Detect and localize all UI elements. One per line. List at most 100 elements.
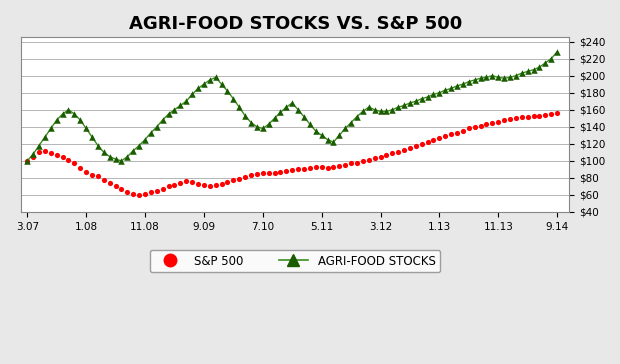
Point [58, 155, 68, 161]
Point [234, 176, 244, 182]
Point [411, 98, 421, 104]
Point [411, 143, 421, 149]
Point [157, 186, 167, 192]
Point [51, 117, 61, 123]
Point [199, 182, 209, 188]
Point [134, 143, 144, 149]
Point [417, 141, 427, 147]
Point [281, 104, 291, 110]
Point [234, 104, 244, 110]
Point [329, 164, 339, 170]
Point [164, 111, 174, 117]
Point [275, 169, 285, 175]
Point [63, 157, 73, 163]
Point [169, 107, 179, 113]
Point [152, 124, 162, 130]
Point [87, 134, 97, 140]
Point [51, 152, 61, 158]
Point [275, 110, 285, 115]
Point [546, 111, 556, 117]
Title: AGRI-FOOD STOCKS VS. S&P 500: AGRI-FOOD STOCKS VS. S&P 500 [128, 15, 462, 33]
Point [223, 179, 232, 185]
Point [164, 183, 174, 189]
Point [381, 152, 391, 158]
Point [34, 143, 44, 149]
Point [370, 107, 379, 113]
Point [511, 73, 521, 79]
Point [29, 151, 38, 157]
Point [534, 64, 544, 70]
Point [193, 86, 203, 91]
Point [317, 132, 327, 138]
Point [305, 165, 315, 171]
Point [258, 126, 268, 131]
Point [505, 75, 515, 80]
Point [358, 108, 368, 114]
Point [22, 158, 32, 164]
Point [376, 108, 386, 114]
Point [240, 174, 250, 180]
Point [534, 113, 544, 119]
Point [340, 162, 350, 168]
Point [487, 120, 497, 126]
Point [110, 156, 120, 162]
Point [240, 113, 250, 119]
Point [246, 173, 256, 178]
Point [110, 183, 120, 189]
Point [93, 173, 103, 179]
Point [293, 107, 303, 113]
Legend: S&P 500, AGRI-FOOD STOCKS: S&P 500, AGRI-FOOD STOCKS [150, 250, 440, 273]
Point [270, 170, 280, 176]
Point [211, 75, 221, 80]
Point [128, 148, 138, 154]
Point [22, 158, 32, 164]
Point [494, 119, 503, 124]
Point [140, 191, 150, 197]
Point [470, 77, 480, 83]
Point [140, 136, 150, 142]
Point [393, 104, 403, 110]
Point [258, 170, 268, 176]
Point [423, 139, 433, 145]
Point [264, 170, 273, 176]
Point [311, 164, 321, 170]
Point [181, 98, 191, 104]
Point [58, 111, 68, 117]
Point [105, 154, 115, 159]
Point [388, 107, 397, 113]
Point [223, 88, 232, 94]
Point [499, 75, 509, 81]
Point [293, 166, 303, 172]
Point [423, 94, 433, 100]
Point [211, 182, 221, 188]
Point [205, 77, 215, 83]
Point [246, 120, 256, 126]
Point [181, 178, 191, 184]
Point [476, 75, 485, 81]
Point [117, 186, 126, 192]
Point [529, 67, 539, 73]
Point [322, 136, 332, 142]
Point [29, 154, 38, 159]
Point [117, 158, 126, 164]
Point [435, 135, 445, 141]
Point [405, 100, 415, 106]
Point [476, 123, 485, 129]
Point [446, 86, 456, 91]
Point [334, 132, 344, 138]
Point [546, 56, 556, 62]
Point [552, 110, 562, 116]
Point [193, 181, 203, 187]
Point [128, 191, 138, 197]
Point [93, 143, 103, 149]
Point [517, 115, 527, 120]
Point [75, 117, 85, 123]
Point [482, 75, 492, 80]
Point [381, 108, 391, 114]
Point [281, 168, 291, 174]
Point [40, 134, 50, 140]
Point [270, 115, 280, 121]
Point [452, 130, 462, 136]
Point [228, 96, 238, 102]
Point [541, 60, 551, 66]
